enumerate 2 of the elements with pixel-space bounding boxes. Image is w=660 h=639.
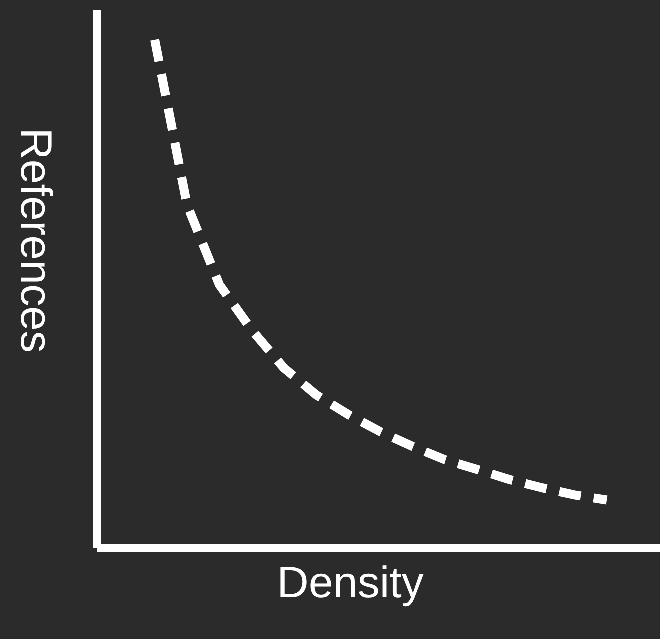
y-axis-title: References [12,128,60,354]
x-axis-title: Density [277,558,424,608]
